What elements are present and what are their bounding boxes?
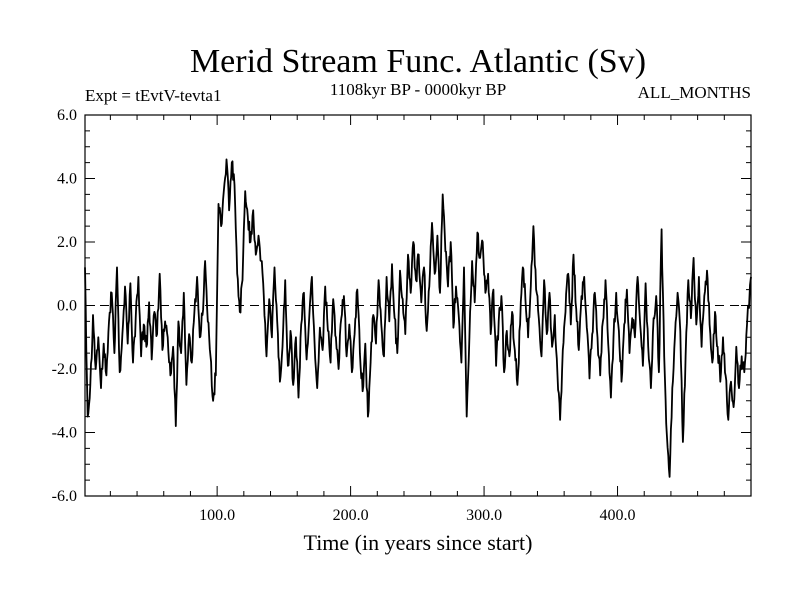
series-line-0 (84, 158, 752, 478)
x-axis-label: Time (in years since start) (304, 530, 533, 555)
y-tick-label: 6.0 (57, 107, 77, 124)
y-tick-label: 2.0 (57, 234, 77, 251)
experiment-label: Expt = tEvtV-tevta1 (85, 86, 221, 105)
y-tick-label: 0.0 (57, 298, 77, 315)
chart-subtitle: 1108kyr BP - 0000kyr BP (330, 80, 506, 99)
y-tick-label: -4.0 (52, 425, 77, 442)
x-tick-label: 400.0 (600, 507, 636, 524)
chart-title: Merid Stream Func. Atlantic (Sv) (190, 43, 646, 80)
y-tick-label: -6.0 (52, 488, 77, 505)
months-label: ALL_MONTHS (638, 83, 751, 102)
y-tick-label: -2.0 (52, 361, 77, 378)
x-tick-label: 200.0 (333, 507, 369, 524)
y-tick-label: 4.0 (57, 171, 77, 188)
x-tick-label: 100.0 (199, 507, 235, 524)
x-tick-label: 300.0 (466, 507, 502, 524)
